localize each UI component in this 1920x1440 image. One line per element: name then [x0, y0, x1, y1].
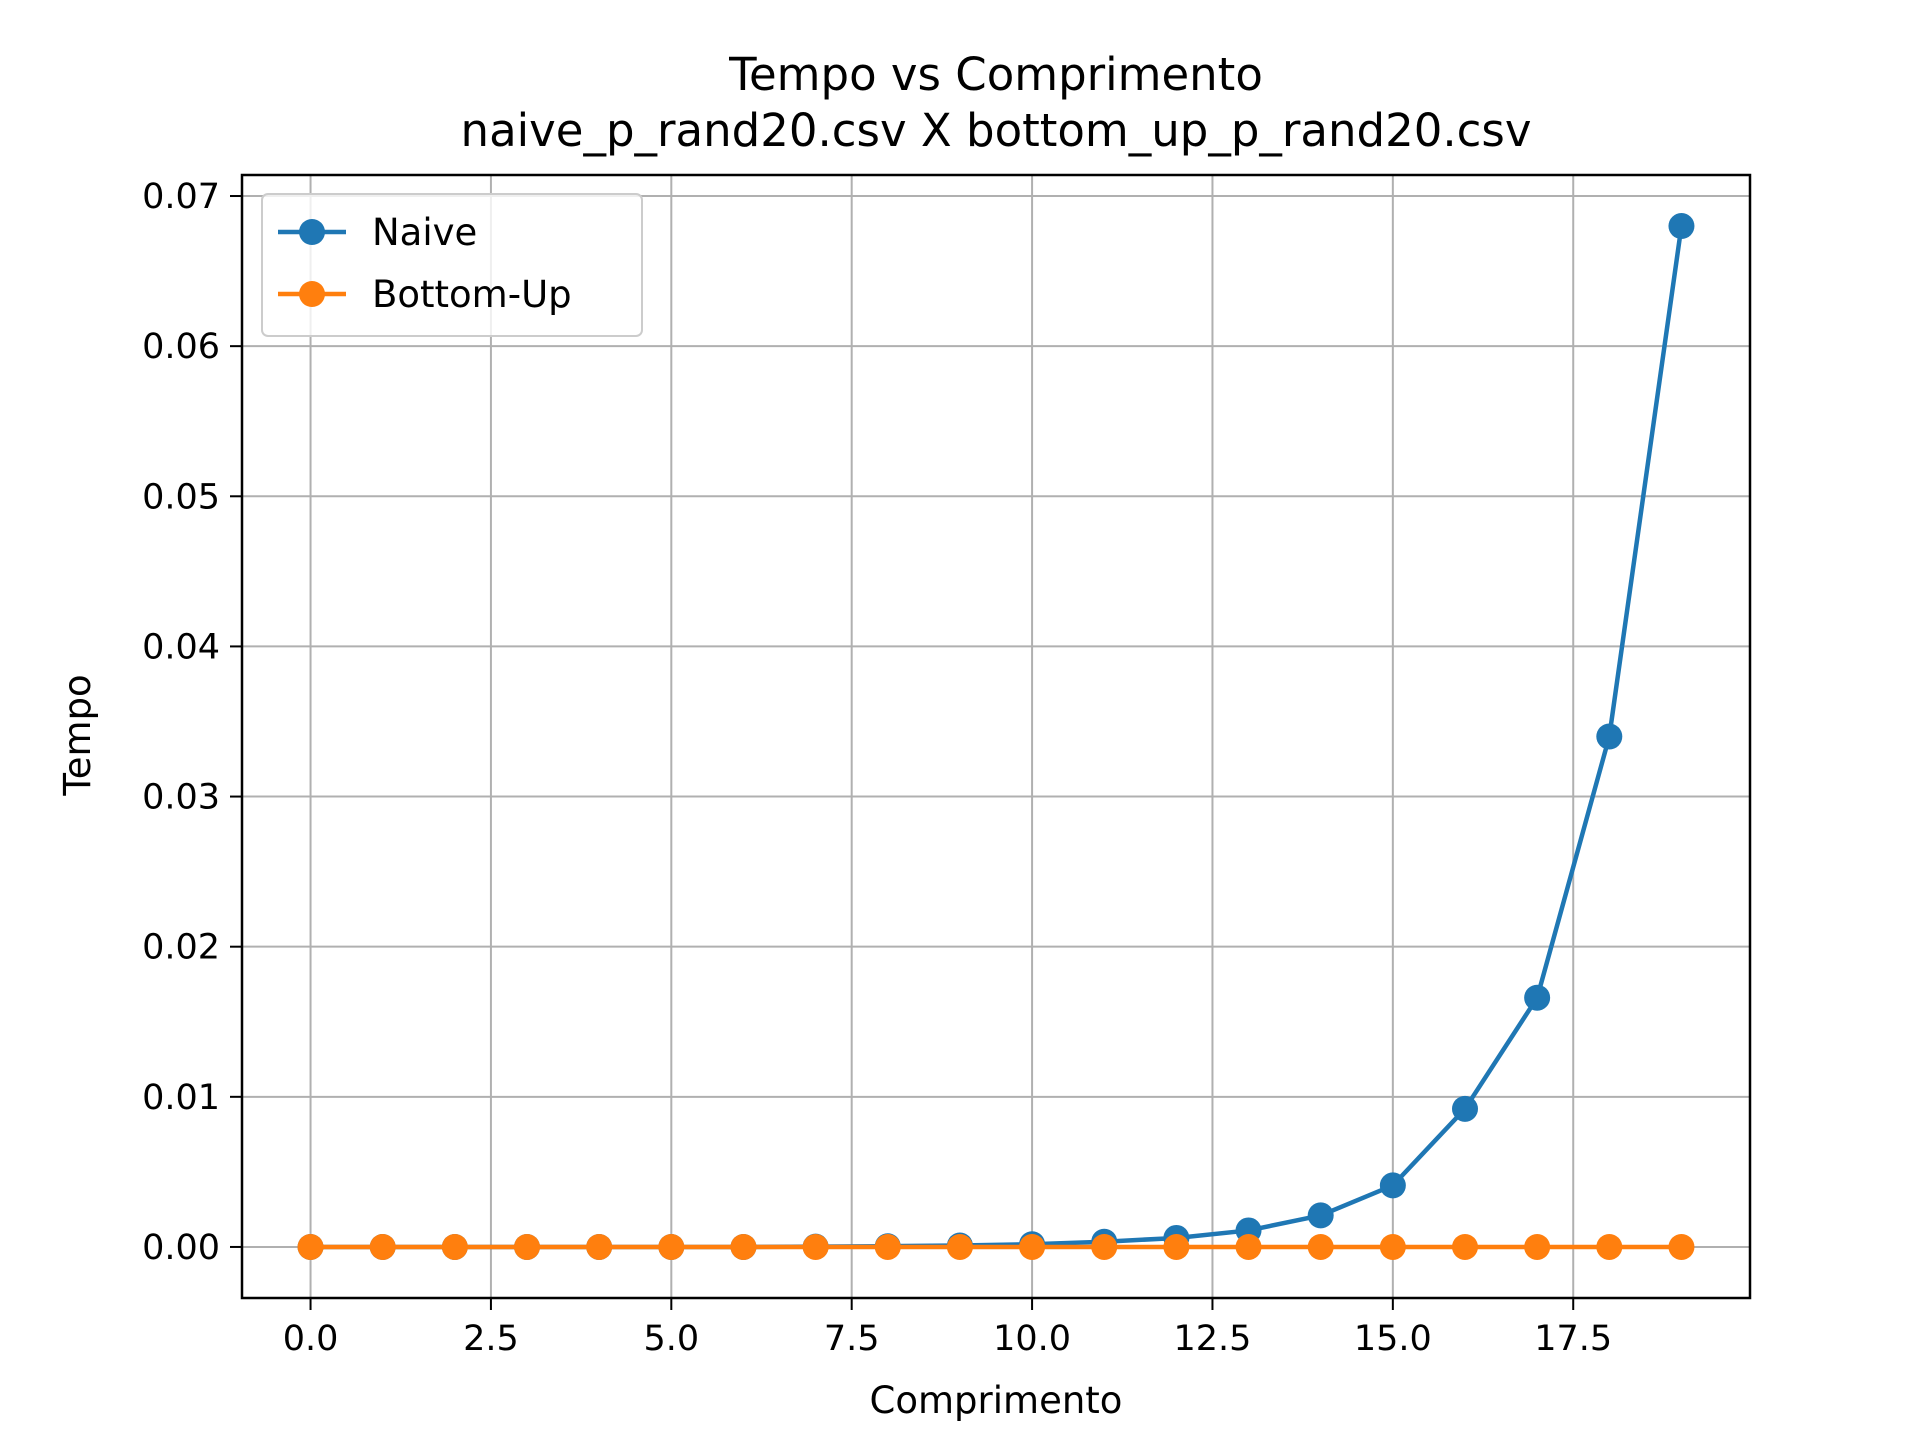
x-tick-label: 5.0	[643, 1319, 699, 1359]
data-point-bottom-up	[1379, 1233, 1406, 1260]
legend-marker-bottom-up	[299, 281, 325, 307]
data-point-bottom-up	[1235, 1233, 1262, 1260]
data-point-bottom-up	[1091, 1233, 1118, 1260]
data-point-bottom-up	[1019, 1233, 1046, 1260]
y-tick-label: 0.00	[142, 1228, 220, 1268]
data-point-bottom-up	[946, 1233, 973, 1260]
plot-area-frame	[240, 173, 1752, 1300]
series-group	[297, 213, 1695, 1260]
x-tick-label: 7.5	[824, 1319, 880, 1359]
data-point-bottom-up	[1668, 1233, 1695, 1260]
x-tick-label: 10.0	[993, 1319, 1071, 1359]
chart-subtitle: naive_p_rand20.csv X bottom_up_p_rand20.…	[461, 104, 1532, 157]
x-axis-label: Comprimento	[870, 1379, 1123, 1422]
data-point-naive	[1668, 213, 1695, 240]
y-tick-label: 0.07	[142, 177, 220, 217]
y-axis-ticks: 0.00 0.01 0.02 0.03 0.04 0.05 0.06 0.07	[142, 177, 242, 1268]
x-tick-label: 2.5	[463, 1319, 519, 1359]
data-point-bottom-up	[1163, 1233, 1190, 1260]
chart-title: Tempo vs Comprimento	[728, 48, 1263, 101]
data-point-naive	[1451, 1095, 1478, 1122]
legend: Naive Bottom-Up	[261, 193, 643, 337]
y-axis-label: Tempo	[56, 674, 99, 796]
y-tick-label: 0.06	[142, 327, 220, 367]
data-point-bottom-up	[586, 1233, 613, 1260]
data-point-bottom-up	[514, 1233, 541, 1260]
x-tick-label: 0.0	[283, 1319, 339, 1359]
data-point-bottom-up	[1451, 1233, 1478, 1260]
data-point-bottom-up	[441, 1233, 468, 1260]
data-point-naive	[1379, 1172, 1406, 1199]
data-point-bottom-up	[369, 1233, 396, 1260]
data-point-naive	[1596, 723, 1623, 750]
x-axis-ticks: 0.0 2.5 5.0 7.5 10.0 12.5 15.0 17.5	[283, 1298, 1612, 1359]
legend-label-naive: Naive	[372, 211, 477, 254]
legend-box	[261, 193, 643, 337]
data-point-bottom-up	[1307, 1233, 1334, 1260]
legend-marker-naive	[299, 219, 325, 245]
x-tick-label: 15.0	[1354, 1319, 1432, 1359]
x-tick-label: 12.5	[1173, 1319, 1251, 1359]
y-tick-label: 0.05	[142, 477, 220, 517]
y-tick-label: 0.04	[142, 627, 220, 667]
data-point-bottom-up	[1524, 1233, 1551, 1260]
data-point-bottom-up	[730, 1233, 757, 1260]
y-tick-label: 0.02	[142, 928, 220, 968]
series-bottom-up	[297, 1233, 1695, 1260]
x-tick-label: 17.5	[1534, 1319, 1612, 1359]
data-point-naive	[1524, 984, 1551, 1011]
data-point-bottom-up	[297, 1233, 324, 1260]
data-point-bottom-up	[802, 1233, 829, 1260]
y-tick-label: 0.01	[142, 1078, 220, 1118]
data-point-bottom-up	[874, 1233, 901, 1260]
y-tick-label: 0.03	[142, 778, 220, 818]
data-point-bottom-up	[1596, 1233, 1623, 1260]
data-point-bottom-up	[658, 1233, 685, 1260]
data-point-naive	[1307, 1202, 1334, 1229]
legend-label-bottom-up: Bottom-Up	[372, 273, 572, 316]
